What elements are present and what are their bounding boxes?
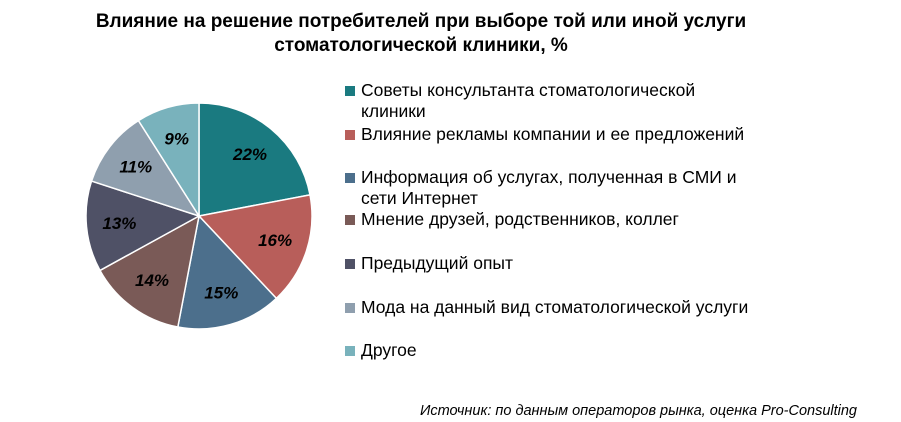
legend-swatch-6 [345, 346, 355, 356]
legend-label-2: Информация об услугах, полученная в СМИ … [361, 167, 831, 209]
legend-label-0-line-2: клиники [361, 101, 426, 121]
legend-swatch-5 [345, 303, 355, 313]
pie-slice-6 [137, 102, 200, 219]
pie-slice-0 [198, 102, 311, 217]
pie-slice-1 [197, 193, 313, 300]
legend-label-1: Влияние рекламы компании и ее предложени… [361, 124, 745, 144]
pie-slices [85, 102, 313, 330]
legend-swatch-2 [345, 173, 355, 183]
pie-labels: 22% 16% 15% 14% 13% 11% 9% [102, 130, 292, 303]
legend-label-0: Советы консультанта стоматологической кл… [361, 80, 831, 122]
legend-swatch-4 [345, 259, 355, 269]
pie-label-3: 14% [135, 271, 169, 290]
pie-label-6: 9% [164, 130, 189, 149]
pie-label-5: 11% [119, 158, 152, 177]
pie-slice-3 [98, 214, 201, 328]
legend-swatch-0 [345, 86, 355, 96]
legend-swatch-3 [345, 215, 355, 225]
pie-label-0: 22% [232, 145, 267, 164]
source-note: Источник: по данным операторов рынка, оц… [419, 403, 857, 419]
legend-label-6: Другое [361, 340, 417, 360]
legend-label-0-line-1: Советы консультанта стоматологической [361, 80, 696, 100]
legend-label-2-line-2: сети Интернет [361, 188, 478, 208]
pie-slice-4 [85, 180, 201, 272]
pie-slice-2 [176, 214, 278, 330]
chart-title: Влияние на решение потребителей при выбо… [0, 10, 842, 58]
legend-label-4: Предыдущий опыт [361, 253, 514, 273]
legend-label-5: Мода на данный вид стоматологической усл… [361, 297, 749, 317]
pie-label-2: 15% [204, 283, 238, 302]
legend-label-2-line-1: Информация об услугах, полученная в СМИ … [361, 167, 737, 187]
legend-swatch-1 [345, 130, 355, 140]
pie-slice-5 [90, 119, 201, 218]
chart-title-line-1: Влияние на решение потребителей при выбо… [95, 11, 747, 32]
legend-label-3: Мнение друзей, родственников, коллег [361, 209, 679, 229]
chart-title-line-2: стоматологической клиники, % [274, 35, 568, 56]
pie-label-4: 13% [102, 214, 136, 233]
pie-label-1: 16% [258, 231, 292, 250]
